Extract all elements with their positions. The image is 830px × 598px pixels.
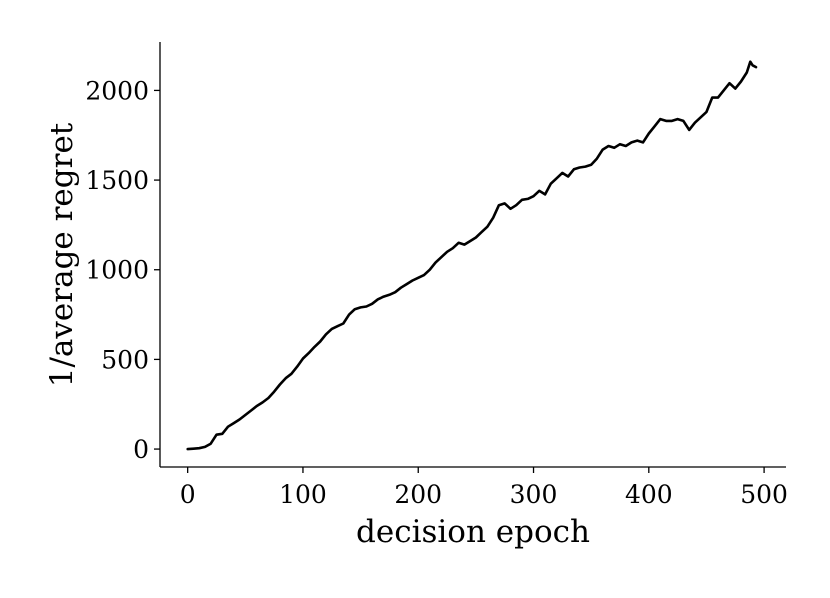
x-tick-label: 300 [510, 480, 558, 509]
x-tick-label: 400 [625, 480, 673, 509]
y-axis-title: 1/average regret [44, 122, 80, 387]
x-tick-label: 200 [394, 480, 442, 509]
y-tick-label: 1000 [85, 256, 149, 285]
ticks-layer: 0 100 200 300 400 500 0 500 1000 1500 2000 [85, 76, 788, 509]
y-tick-label: 1500 [85, 166, 149, 195]
y-tick-label: 0 [133, 435, 149, 464]
series-line-0 [186, 60, 758, 451]
x-tick-label: 500 [740, 480, 788, 509]
x-tick-label: 100 [279, 480, 327, 509]
x-tick-label: 0 [180, 480, 196, 509]
series-layer [186, 60, 758, 451]
x-axis-title: decision epoch [356, 514, 590, 550]
y-tick-label: 2000 [85, 76, 149, 105]
y-tick-label: 500 [101, 345, 149, 374]
